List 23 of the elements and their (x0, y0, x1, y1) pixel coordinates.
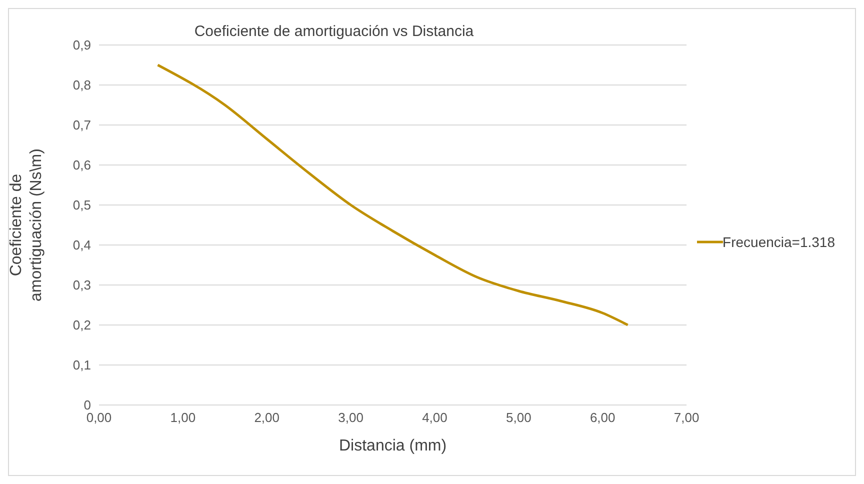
y-tick-label: 0,2 (72, 318, 91, 333)
x-tick-label: 7,00 (674, 410, 700, 426)
x-tick-label: 1,00 (170, 410, 196, 426)
y-tick-label: 0,4 (72, 238, 91, 253)
x-tick-label: 6,00 (590, 410, 616, 426)
x-tick-label: 2,00 (254, 410, 280, 426)
line-series (156, 64, 630, 326)
y-axis-title: Coeficiente de amortiguación (Ns\m) (8, 148, 45, 302)
legend-label: Frecuencia=1.318 (722, 234, 835, 250)
y-tick-label: 0,5 (72, 198, 91, 213)
chart-title: Coeficiente de amortiguación vs Distancia (194, 23, 474, 40)
y-tick-label: 0 (84, 398, 91, 413)
x-tick-label: 4,00 (422, 410, 448, 426)
x-tick-label: 0,00 (86, 410, 112, 426)
x-axis-title: Distancia (mm) (338, 437, 447, 454)
y-tick-label: 0,3 (72, 278, 91, 293)
y-tick-label: 0,6 (72, 158, 91, 173)
y-tick-label: 0,1 (72, 358, 91, 373)
y-tick-label: 0,7 (72, 118, 91, 133)
x-tick-label: 5,00 (506, 410, 532, 426)
x-tick-label: 3,00 (338, 410, 364, 426)
y-tick-label: 0,9 (72, 38, 91, 53)
y-tick-label: 0,8 (72, 78, 91, 93)
